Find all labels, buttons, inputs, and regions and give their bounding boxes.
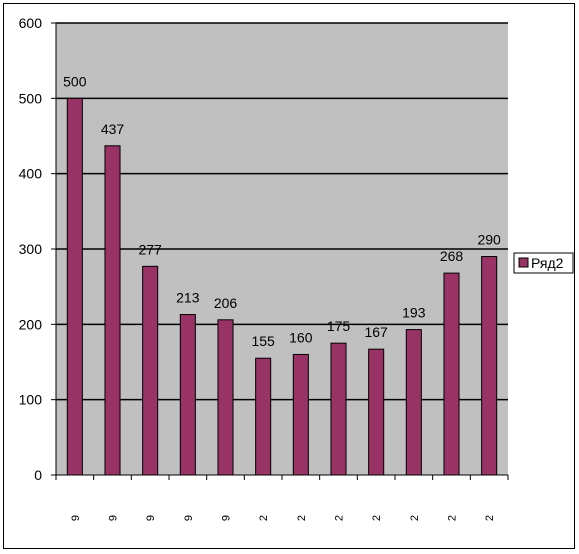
data-label: 160 xyxy=(289,329,313,345)
legend: Ряд2 xyxy=(513,252,574,274)
gridlines xyxy=(56,22,508,401)
y-tick-label: 400 xyxy=(19,166,43,182)
bar xyxy=(104,145,121,476)
legend-swatch xyxy=(518,257,529,268)
x-category-label: 9 xyxy=(108,515,120,521)
data-label: 175 xyxy=(327,318,351,334)
x-category-label: 2 xyxy=(258,515,270,521)
bar xyxy=(179,314,196,476)
data-label: 155 xyxy=(251,333,275,349)
x-category-labels: 9 9 9 9 9 2 2 2 2 2 2 2 xyxy=(70,515,496,521)
x-category-label: 9 xyxy=(183,515,195,521)
bars xyxy=(66,97,498,476)
data-label: 268 xyxy=(440,248,464,264)
bar xyxy=(292,353,309,476)
x-category-label: 2 xyxy=(484,515,496,521)
data-label: 277 xyxy=(138,241,162,257)
y-tick-label: 200 xyxy=(19,316,43,332)
data-label: 437 xyxy=(101,121,125,137)
x-category-label: 9 xyxy=(145,515,157,521)
bar xyxy=(405,329,422,476)
y-tick-label: 0 xyxy=(34,467,42,483)
x-category-label: 2 xyxy=(296,515,308,521)
data-label: 213 xyxy=(176,290,200,306)
y-tick-label: 600 xyxy=(19,15,43,31)
data-label: 500 xyxy=(63,73,87,89)
y-tick-labels: 0 100 200 300 400 500 600 xyxy=(19,15,43,483)
x-category-label: 2 xyxy=(334,515,346,521)
bar xyxy=(217,319,234,476)
bar xyxy=(368,348,385,476)
x-category-label: 9 xyxy=(221,515,233,521)
bar xyxy=(330,342,347,476)
legend-label: Ряд2 xyxy=(531,255,564,271)
data-label: 167 xyxy=(364,324,388,340)
y-tick-label: 100 xyxy=(19,392,43,408)
bar xyxy=(66,97,83,476)
data-label: 290 xyxy=(477,232,501,248)
bar xyxy=(142,265,159,476)
x-category-label: 9 xyxy=(70,515,82,521)
data-label: 206 xyxy=(214,295,238,311)
x-category-label: 2 xyxy=(409,515,421,521)
data-label: 193 xyxy=(402,305,426,321)
legend-box xyxy=(513,252,574,274)
bar xyxy=(443,272,460,476)
bar xyxy=(481,256,498,476)
y-tick-label: 500 xyxy=(19,90,43,106)
bar xyxy=(255,357,272,476)
x-category-label: 2 xyxy=(447,515,459,521)
axes xyxy=(51,22,509,480)
y-tick-label: 300 xyxy=(19,241,43,257)
data-labels: 500 437 277 213 206 155 160 175 167 193 268 290 xyxy=(63,73,501,349)
x-category-label: 2 xyxy=(371,515,383,521)
